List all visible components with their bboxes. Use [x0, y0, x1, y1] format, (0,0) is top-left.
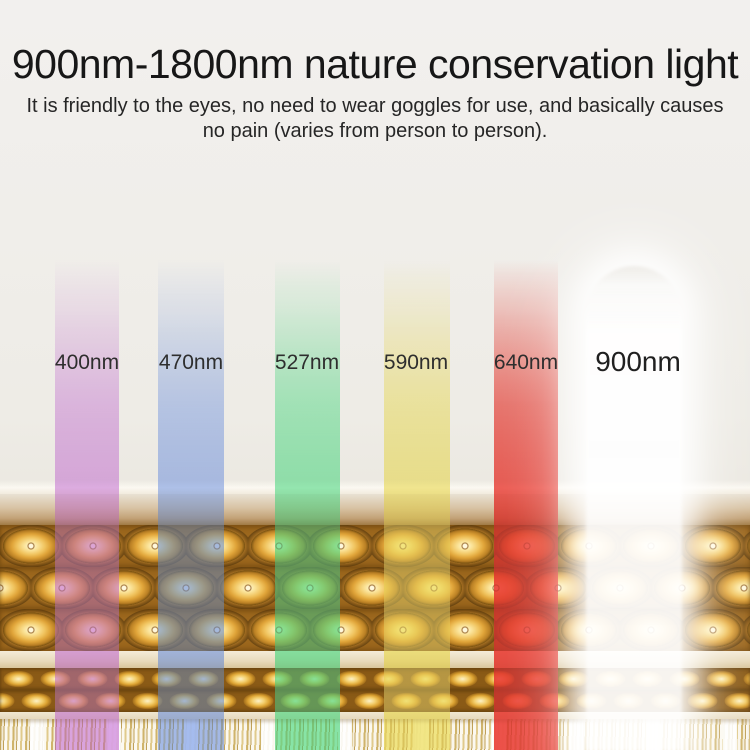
- bar-tint-normal: [158, 260, 224, 750]
- page-subtitle: It is friendly to the eyes, no need to w…: [0, 94, 750, 144]
- wavelength-bar-590nm: [384, 260, 450, 750]
- bar-tint-normal: [494, 260, 558, 750]
- wavelength-bar-900nm: [586, 266, 682, 750]
- bar-tint-multiply: [384, 260, 450, 750]
- bar-tint-multiply: [275, 260, 340, 750]
- subtitle-line-1: It is friendly to the eyes, no need to w…: [26, 95, 724, 117]
- wavelength-bar-470nm: [158, 260, 224, 750]
- wavelength-bar-527nm: [275, 260, 340, 750]
- wavelength-label-527nm: 527nm: [274, 351, 340, 374]
- wavelength-label-640nm: 640nm: [493, 351, 559, 374]
- wavelength-bar-640nm: [494, 260, 558, 750]
- wavelength-label-470nm: 470nm: [158, 351, 224, 374]
- page-title: 900nm-1800nm nature conservation light: [11, 41, 739, 87]
- bar-tint-normal: [384, 260, 450, 750]
- wavelength-label-400nm: 400nm: [54, 351, 120, 374]
- bar-tint-normal: [55, 260, 119, 750]
- device-lower-band: [0, 712, 750, 719]
- wavelength-label-900nm: 900nm: [595, 346, 681, 377]
- wavelength-label-590nm: 590nm: [383, 351, 449, 374]
- wavelength-bar-400nm: [55, 260, 119, 750]
- subtitle-line-2: no pain (varies from person to person).: [202, 120, 548, 142]
- bar-tint-multiply: [158, 260, 224, 750]
- bar-tint-normal: [275, 260, 340, 750]
- bar-tint-multiply: [55, 260, 119, 750]
